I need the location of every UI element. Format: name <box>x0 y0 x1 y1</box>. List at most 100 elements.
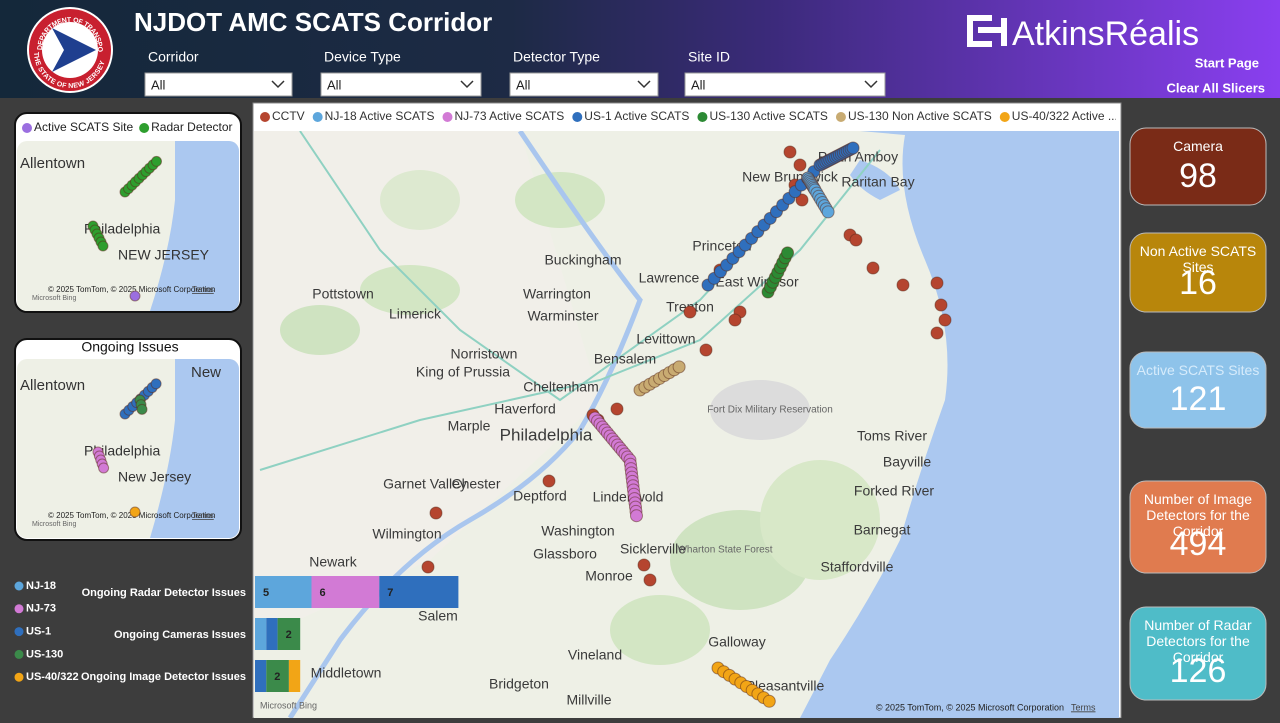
site-dot[interactable] <box>930 276 944 290</box>
issues-chart: NJ-18 NJ-73 US-1 US-130 US-40/322 Ongoing Rad… <box>14 576 459 692</box>
site-dot[interactable] <box>846 141 860 155</box>
bar-segment[interactable] <box>255 618 267 650</box>
filter-label: Corridor <box>148 49 199 65</box>
kpi-card <box>1129 480 1267 574</box>
filter-value: All <box>327 77 342 92</box>
site-dot[interactable] <box>783 145 797 159</box>
site-dot[interactable] <box>98 462 110 474</box>
place-label: Pottstown <box>312 286 373 302</box>
place-label: Salem <box>418 608 458 624</box>
place-label: Toms River <box>857 428 927 444</box>
site-dot[interactable] <box>821 205 835 219</box>
kpi-label: Non Active SCATS Sites <box>1140 243 1256 275</box>
legend-label[interactable]: NJ-73 <box>26 603 56 615</box>
kpi-card <box>1129 351 1267 429</box>
legend-label[interactable]: NJ-18 Active SCATS <box>325 109 435 123</box>
legend-label[interactable]: NJ-18 <box>26 580 56 592</box>
site-dot[interactable] <box>150 378 162 390</box>
title: NJDOT AMC SCATS Corridor <box>134 7 492 37</box>
place-label: Buckingham <box>544 252 621 268</box>
place-label: Glassboro <box>533 546 597 562</box>
site-dot[interactable] <box>97 240 109 252</box>
place-label: Fort Dix Military Reservation <box>707 405 833 416</box>
filter-box[interactable] <box>144 72 293 97</box>
bing: Microsoft Bing <box>32 521 76 528</box>
place-label: Cheltenham <box>523 379 599 395</box>
place-label: Wilmington <box>372 526 441 542</box>
terms[interactable]: Terms <box>1071 702 1096 712</box>
legend-label[interactable]: US-40/322 Active ... <box>1012 109 1118 123</box>
site-dot[interactable] <box>866 261 880 275</box>
segment-label: 2 <box>274 671 280 683</box>
legend-label[interactable]: US-1 Active SCATS <box>584 109 689 123</box>
legend-label[interactable]: US-130 <box>26 648 63 660</box>
kpi-value: 98 <box>1179 157 1217 195</box>
site-dot[interactable] <box>421 560 435 574</box>
site-dot[interactable] <box>129 290 141 302</box>
legend-label[interactable]: US-40/322 <box>26 671 79 683</box>
filter-box[interactable] <box>509 72 659 97</box>
brand: AtkinsRéalis <box>1012 15 1199 53</box>
place-label: Bridgeton <box>489 676 549 692</box>
site-dot[interactable] <box>762 694 776 708</box>
site-dot[interactable] <box>793 158 807 172</box>
bar-segment[interactable] <box>379 576 459 608</box>
legend-label[interactable]: Active SCATS Site <box>34 120 133 134</box>
bar-segment[interactable] <box>255 660 267 692</box>
site-dot[interactable] <box>699 343 713 357</box>
place-label: Warminster <box>527 308 598 324</box>
segment-label: 6 <box>320 587 326 599</box>
site-dot[interactable] <box>849 233 863 247</box>
site-dot[interactable] <box>643 573 657 587</box>
legend-marker <box>572 112 583 122</box>
site-dot[interactable] <box>728 313 742 327</box>
place-label: Norristown <box>451 346 518 362</box>
filter-value: All <box>691 77 706 92</box>
site-dot[interactable] <box>934 298 948 312</box>
site-dot[interactable] <box>136 403 148 415</box>
bar-segment[interactable] <box>266 618 278 650</box>
bar-segment[interactable] <box>311 576 380 608</box>
site-dot[interactable] <box>930 326 944 340</box>
bar-segment[interactable] <box>288 660 301 692</box>
bar-segment[interactable] <box>277 618 301 650</box>
terms[interactable]: Terms <box>192 511 214 520</box>
site-dot[interactable] <box>630 509 643 523</box>
site-dot[interactable] <box>683 305 697 319</box>
filter-box[interactable] <box>320 72 482 97</box>
filter-label: Site ID <box>688 49 730 65</box>
site-dot[interactable] <box>429 506 443 520</box>
row-label: Ongoing Radar Detector Issues <box>82 587 246 599</box>
clear-slicers[interactable]: Clear All Slicers <box>1166 80 1265 95</box>
legend-label[interactable]: US-130 Non Active SCATS <box>848 109 992 123</box>
site-dot[interactable] <box>896 278 910 292</box>
site-dot[interactable] <box>151 155 162 167</box>
legend-label[interactable]: US-1 <box>26 626 51 638</box>
site-dot[interactable] <box>672 360 686 374</box>
legend-label[interactable]: CCTV <box>272 109 305 123</box>
row-label: Ongoing Cameras Issues <box>114 629 246 641</box>
legend-label[interactable]: NJ-73 Active SCATS <box>454 109 564 123</box>
filter-label: Device Type <box>324 49 401 65</box>
site-dot[interactable] <box>637 558 651 572</box>
mini-map-title: Ongoing Issues <box>81 339 178 355</box>
site-dot[interactable] <box>781 246 795 260</box>
bar-segment[interactable] <box>255 576 312 608</box>
site-dot[interactable] <box>542 474 556 488</box>
filter-box[interactable] <box>684 72 886 97</box>
legend-label[interactable]: Radar Detector <box>151 120 232 134</box>
terms[interactable]: Terms <box>192 285 214 294</box>
site-dot[interactable] <box>129 506 141 518</box>
legend-label[interactable]: US-130 Active SCATS <box>709 109 828 123</box>
place-label: Chester <box>451 476 500 492</box>
site-dot[interactable] <box>795 193 809 207</box>
site-dot[interactable] <box>938 313 952 327</box>
filter-value: All <box>151 77 166 92</box>
bar-segment[interactable] <box>266 660 289 692</box>
start-page[interactable]: Start Page <box>1195 55 1259 70</box>
site-dot[interactable] <box>610 402 624 416</box>
place-label: Washington <box>541 523 614 539</box>
